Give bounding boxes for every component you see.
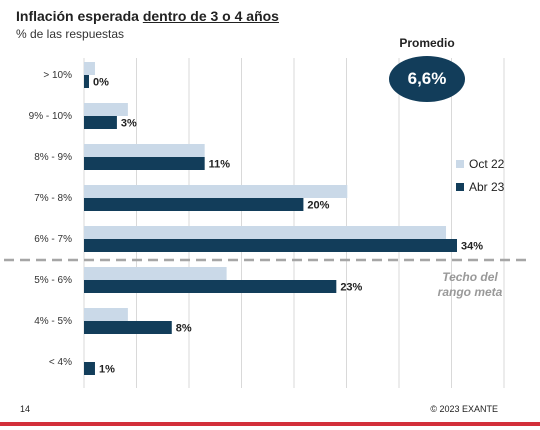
bar-oct22-2: [84, 144, 205, 157]
data-label-4: 34%: [461, 241, 483, 253]
threshold-note-line1: Techo del: [442, 270, 498, 284]
legend-swatch-abr23: [456, 183, 464, 191]
category-label-5: 5% - 6%: [34, 275, 72, 286]
data-label-2: 11%: [209, 159, 231, 171]
threshold-note-line2: rango meta: [437, 285, 503, 299]
chart-subtitle: % de las respuestas: [16, 27, 125, 41]
bar-abr23-2: [84, 157, 205, 170]
average-value: 6,6%: [407, 69, 447, 88]
bar-abr23-3: [84, 198, 304, 211]
bar-abr23-0: [84, 75, 89, 88]
category-label-3: 7% - 8%: [34, 193, 72, 204]
bar-oct22-3: [84, 185, 348, 198]
data-label-6: 8%: [176, 323, 192, 335]
bar-abr23-6: [84, 321, 172, 334]
legend-label-abr23: Abr 23: [469, 180, 505, 194]
category-label-4: 6% - 7%: [34, 234, 72, 245]
title-prefix: Inflación esperada: [16, 8, 139, 24]
legend-item-oct22: Oct 22: [456, 157, 504, 171]
footer-accent-line: [0, 422, 540, 426]
category-label-2: 8% - 9%: [34, 152, 72, 163]
page-number: 14: [20, 404, 31, 414]
category-label-1: 9% - 10%: [29, 111, 72, 122]
category-label-6: 4% - 5%: [34, 316, 72, 327]
legend-label-oct22: Oct 22: [469, 157, 505, 171]
bar-abr23-1: [84, 116, 117, 129]
bar-oct22-6: [84, 308, 128, 321]
bar-oct22-5: [84, 267, 227, 280]
data-label-5: 23%: [340, 282, 362, 294]
data-label-1: 3%: [121, 118, 137, 130]
legend-swatch-oct22: [456, 160, 464, 168]
bar-abr23-7: [84, 362, 95, 375]
bar-oct22-0: [84, 62, 95, 75]
bar-oct22-4: [84, 226, 447, 239]
average-label: Promedio: [399, 36, 455, 50]
threshold-note: Techo del rango meta: [418, 270, 522, 300]
category-label-7: < 4%: [49, 357, 72, 368]
legend-item-abr23: Abr 23: [456, 180, 504, 194]
category-label-0: > 10%: [43, 70, 72, 81]
data-label-3: 20%: [307, 200, 329, 212]
bar-abr23-4: [84, 239, 457, 252]
bar-oct22-1: [84, 103, 128, 116]
title-underlined: dentro de 3 o 4 años: [142, 8, 279, 24]
bar-abr23-5: [84, 280, 337, 293]
data-label-0: 0%: [93, 77, 109, 89]
average-bubble: 6,6%: [389, 56, 465, 102]
copyright: © 2023 EXANTE: [430, 404, 498, 414]
chart-title: Inflación esperada dentro de 3 o 4 años: [16, 8, 279, 24]
data-label-7: 1%: [99, 364, 115, 376]
